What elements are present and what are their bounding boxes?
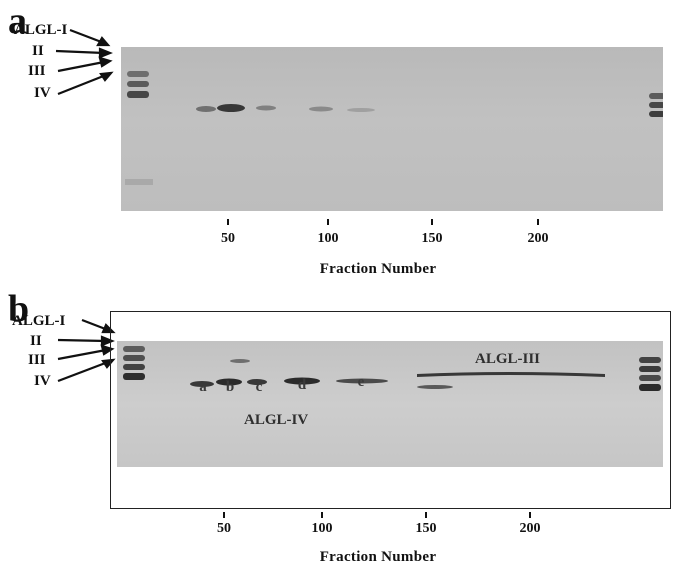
arrow-ii: [55, 49, 105, 55]
marker-band: [649, 93, 663, 99]
sample-band: [217, 104, 245, 112]
arrow-ii: [57, 338, 107, 343]
lane-label-iv: IV: [34, 85, 51, 101]
marker-band: [649, 102, 663, 108]
tick-label-50: 50: [217, 521, 231, 536]
smear: [125, 179, 153, 185]
marker-band: [123, 355, 145, 361]
lane-label-iii: III: [28, 352, 46, 368]
band-b: [216, 378, 242, 386]
arrow-iv: [57, 73, 107, 96]
marker-band: [127, 81, 149, 87]
tick-label-200: 200: [519, 521, 541, 536]
sample-band: [347, 108, 375, 112]
sample-band: [256, 105, 276, 111]
band-label-d: d: [297, 377, 307, 393]
marker-band: [639, 384, 661, 391]
panel-a-letter: a: [8, 0, 27, 42]
tick-label-150: 150: [421, 231, 443, 246]
panel-b-letter: b: [8, 288, 30, 330]
marker-band: [639, 375, 661, 381]
band-d: [284, 377, 320, 385]
marker-band: [127, 71, 149, 77]
x-axis-title-b: Fraction Number: [319, 549, 437, 565]
arrow-iii: [57, 348, 107, 361]
tick-label-200: 200: [527, 231, 549, 246]
sample-band: [196, 106, 216, 112]
marker-band: [639, 366, 661, 372]
band-label-c: c: [255, 379, 263, 395]
marker-band: [127, 91, 149, 98]
marker-band: [123, 364, 145, 370]
marker-band: [123, 346, 145, 352]
x-axis-title-a: Fraction Number: [319, 261, 437, 277]
band-label-e: e: [357, 374, 365, 390]
lane-label-algl-i: ALGL-I: [12, 313, 66, 329]
marker-band: [639, 357, 661, 363]
band-algl-iii: [417, 372, 605, 377]
band-label-a: a: [199, 379, 207, 395]
lane-label-iii: III: [28, 63, 46, 79]
lane-label-ii: II: [30, 333, 42, 349]
group-label-algl-iv: ALGL-IV: [244, 412, 309, 428]
lane-label-algl-i: ALGL-I: [14, 22, 68, 38]
tick-label-100: 100: [311, 521, 333, 536]
figure-frame-b: [110, 311, 671, 509]
lane-label-ii: II: [32, 43, 44, 59]
band-b-upper: [230, 359, 250, 363]
marker-band: [649, 111, 663, 117]
tick-label-100: 100: [317, 231, 339, 246]
band-c: [247, 379, 267, 385]
arrow-iii: [57, 60, 105, 73]
gel-image-b: [117, 341, 663, 467]
arrow-iv: [57, 360, 109, 383]
gel-image-a: [121, 47, 663, 211]
marker-band: [123, 373, 145, 380]
band-e: [336, 378, 388, 384]
arrow-algl-i: [69, 28, 105, 45]
sample-band: [309, 106, 333, 112]
band-a: [190, 381, 214, 387]
tick-label-150: 150: [415, 521, 437, 536]
tick-label-50: 50: [221, 231, 235, 246]
group-label-algl-iii: ALGL-III: [475, 351, 541, 367]
arrow-algl-i: [81, 318, 109, 332]
band-algl-iii-lower: [417, 385, 453, 389]
lane-label-iv: IV: [34, 373, 51, 389]
band-label-b: b: [225, 379, 235, 395]
